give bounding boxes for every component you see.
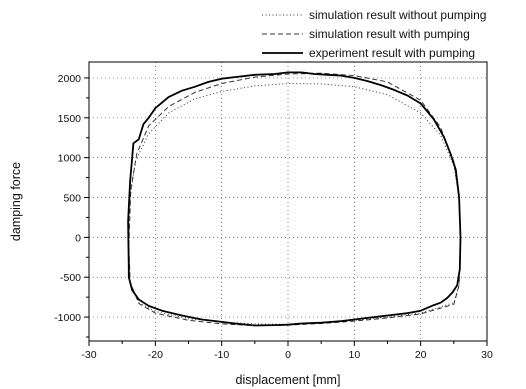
tick-layer: -30 -20 -10 0 10 20 30 -1000 -500 0 500 1000 1500 200… [54,73,493,361]
y-tick-label: 1500 [58,113,82,125]
legend-label-3: experiment result with pumping [309,46,475,60]
y-tick-label: 500 [63,193,81,205]
y-tick-label: -500 [60,272,81,284]
legend-label-2: simulation result with pumping [309,27,470,41]
x-tick-label: 20 [415,349,427,361]
x-tick-label: 30 [481,349,493,361]
x-tick-label: -30 [81,349,96,361]
x-tick-label: 10 [348,349,360,361]
x-tick-label: -10 [214,349,229,361]
x-tick-label: 0 [285,349,291,361]
y-tick-label: 0 [75,232,81,244]
grid-layer [89,62,487,341]
y-tick-label: 2000 [58,73,82,85]
series-layer [127,71,462,327]
legend: simulation result without pumping simulat… [262,8,486,60]
x-axis-label: displacement [mm] [236,373,341,387]
legend-label-1: simulation result without pumping [309,8,486,22]
x-tick-label: -20 [148,349,163,361]
y-tick-label: -1000 [54,312,81,324]
y-axis-label: damping force [9,162,23,241]
series-line-3 [127,71,462,327]
y-tick-label: 1000 [58,153,82,165]
